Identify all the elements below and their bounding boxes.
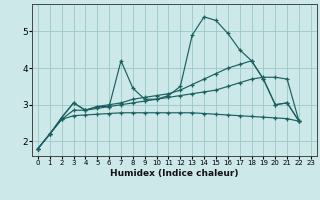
X-axis label: Humidex (Indice chaleur): Humidex (Indice chaleur) bbox=[110, 169, 239, 178]
